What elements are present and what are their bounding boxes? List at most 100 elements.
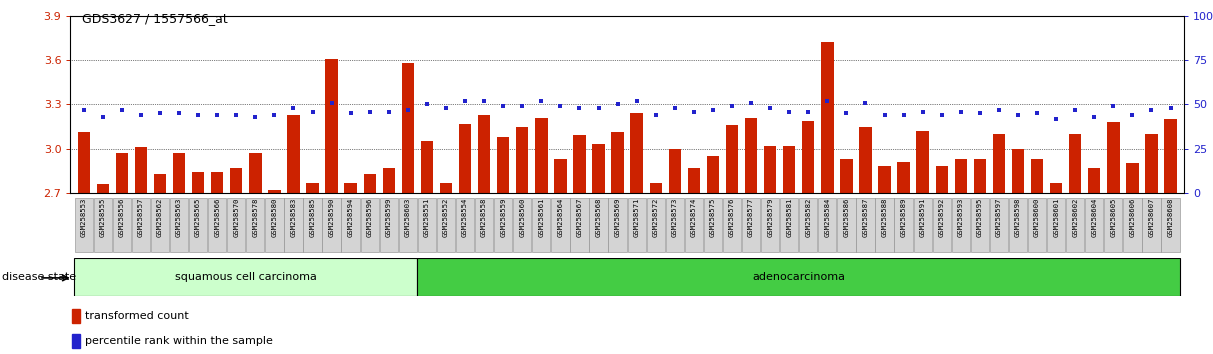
Point — [341, 110, 360, 116]
FancyBboxPatch shape — [303, 198, 321, 252]
Point — [875, 112, 894, 118]
Text: GSM258598: GSM258598 — [1015, 198, 1021, 238]
Bar — [154, 174, 166, 193]
Bar — [78, 132, 90, 193]
Point — [93, 114, 113, 120]
Bar — [459, 124, 471, 193]
Text: GSM258565: GSM258565 — [195, 198, 201, 238]
Point — [588, 105, 608, 111]
Text: GSM258589: GSM258589 — [900, 198, 906, 238]
FancyBboxPatch shape — [1009, 198, 1027, 252]
FancyBboxPatch shape — [513, 198, 531, 252]
Bar — [135, 147, 147, 193]
Point — [74, 107, 93, 113]
FancyBboxPatch shape — [684, 198, 704, 252]
Bar — [859, 126, 872, 193]
Bar — [1164, 119, 1177, 193]
FancyBboxPatch shape — [113, 198, 131, 252]
Point — [665, 105, 684, 111]
Bar — [73, 309, 80, 323]
Point — [245, 114, 264, 120]
Text: GSM258556: GSM258556 — [119, 198, 125, 238]
FancyBboxPatch shape — [227, 198, 245, 252]
Bar — [172, 153, 186, 193]
Bar — [382, 168, 395, 193]
Text: GSM258567: GSM258567 — [576, 198, 582, 238]
Text: GSM258599: GSM258599 — [386, 198, 392, 238]
Text: squamous cell carcinoma: squamous cell carcinoma — [175, 272, 317, 282]
FancyBboxPatch shape — [837, 198, 855, 252]
Bar — [764, 146, 776, 193]
Point — [741, 100, 761, 105]
Bar — [1069, 134, 1082, 193]
Point — [474, 98, 494, 104]
Text: GSM258597: GSM258597 — [996, 198, 1002, 238]
Text: GSM258553: GSM258553 — [81, 198, 86, 238]
FancyBboxPatch shape — [723, 198, 741, 252]
FancyBboxPatch shape — [666, 198, 684, 252]
Bar — [1107, 122, 1120, 193]
FancyBboxPatch shape — [913, 198, 932, 252]
Bar — [325, 59, 337, 193]
Text: GSM258578: GSM258578 — [252, 198, 258, 238]
Bar — [287, 115, 300, 193]
Point — [360, 109, 380, 114]
Text: GSM258566: GSM258566 — [215, 198, 221, 238]
Text: GSM258608: GSM258608 — [1168, 198, 1173, 238]
Bar — [516, 126, 529, 193]
FancyBboxPatch shape — [360, 198, 378, 252]
Bar — [1088, 168, 1100, 193]
Text: transformed count: transformed count — [85, 311, 189, 321]
Text: GSM258588: GSM258588 — [882, 198, 888, 238]
FancyBboxPatch shape — [570, 198, 588, 252]
Point — [170, 110, 189, 116]
Bar — [802, 121, 814, 193]
Bar — [668, 149, 680, 193]
Point — [990, 107, 1009, 113]
Point — [837, 110, 856, 116]
Point — [913, 109, 933, 114]
FancyBboxPatch shape — [456, 198, 474, 252]
Bar — [268, 190, 280, 193]
FancyBboxPatch shape — [150, 198, 169, 252]
FancyBboxPatch shape — [1027, 198, 1047, 252]
Text: GSM258594: GSM258594 — [348, 198, 354, 238]
Text: GSM258558: GSM258558 — [482, 198, 488, 238]
Text: GSM258554: GSM258554 — [462, 198, 468, 238]
Text: GSM258595: GSM258595 — [976, 198, 983, 238]
Bar — [230, 168, 243, 193]
Text: GSM258555: GSM258555 — [99, 198, 106, 238]
FancyBboxPatch shape — [894, 198, 912, 252]
FancyBboxPatch shape — [189, 198, 207, 252]
Text: GSM258561: GSM258561 — [539, 198, 545, 238]
Text: GSM258552: GSM258552 — [443, 198, 449, 238]
Bar — [707, 156, 719, 193]
Text: GSM258582: GSM258582 — [805, 198, 811, 238]
Text: GDS3627 / 1557566_at: GDS3627 / 1557566_at — [82, 12, 228, 25]
FancyBboxPatch shape — [590, 198, 608, 252]
Point — [647, 112, 666, 118]
Point — [131, 112, 150, 118]
Point — [1084, 114, 1104, 120]
FancyBboxPatch shape — [856, 198, 875, 252]
FancyBboxPatch shape — [970, 198, 989, 252]
Bar — [935, 166, 947, 193]
Bar — [955, 159, 967, 193]
FancyBboxPatch shape — [627, 198, 645, 252]
Text: GSM258570: GSM258570 — [233, 198, 239, 238]
Text: GSM258573: GSM258573 — [672, 198, 678, 238]
Text: GSM258563: GSM258563 — [176, 198, 182, 238]
Point — [761, 105, 780, 111]
Bar — [115, 153, 129, 193]
Point — [1141, 107, 1161, 113]
Point — [970, 110, 990, 116]
FancyBboxPatch shape — [1066, 198, 1084, 252]
FancyBboxPatch shape — [417, 198, 435, 252]
Point — [1008, 112, 1027, 118]
FancyBboxPatch shape — [494, 198, 512, 252]
Point — [321, 100, 341, 105]
Bar — [535, 118, 547, 193]
Bar — [898, 162, 910, 193]
Text: GSM258579: GSM258579 — [767, 198, 773, 238]
Text: percentile rank within the sample: percentile rank within the sample — [85, 336, 273, 346]
